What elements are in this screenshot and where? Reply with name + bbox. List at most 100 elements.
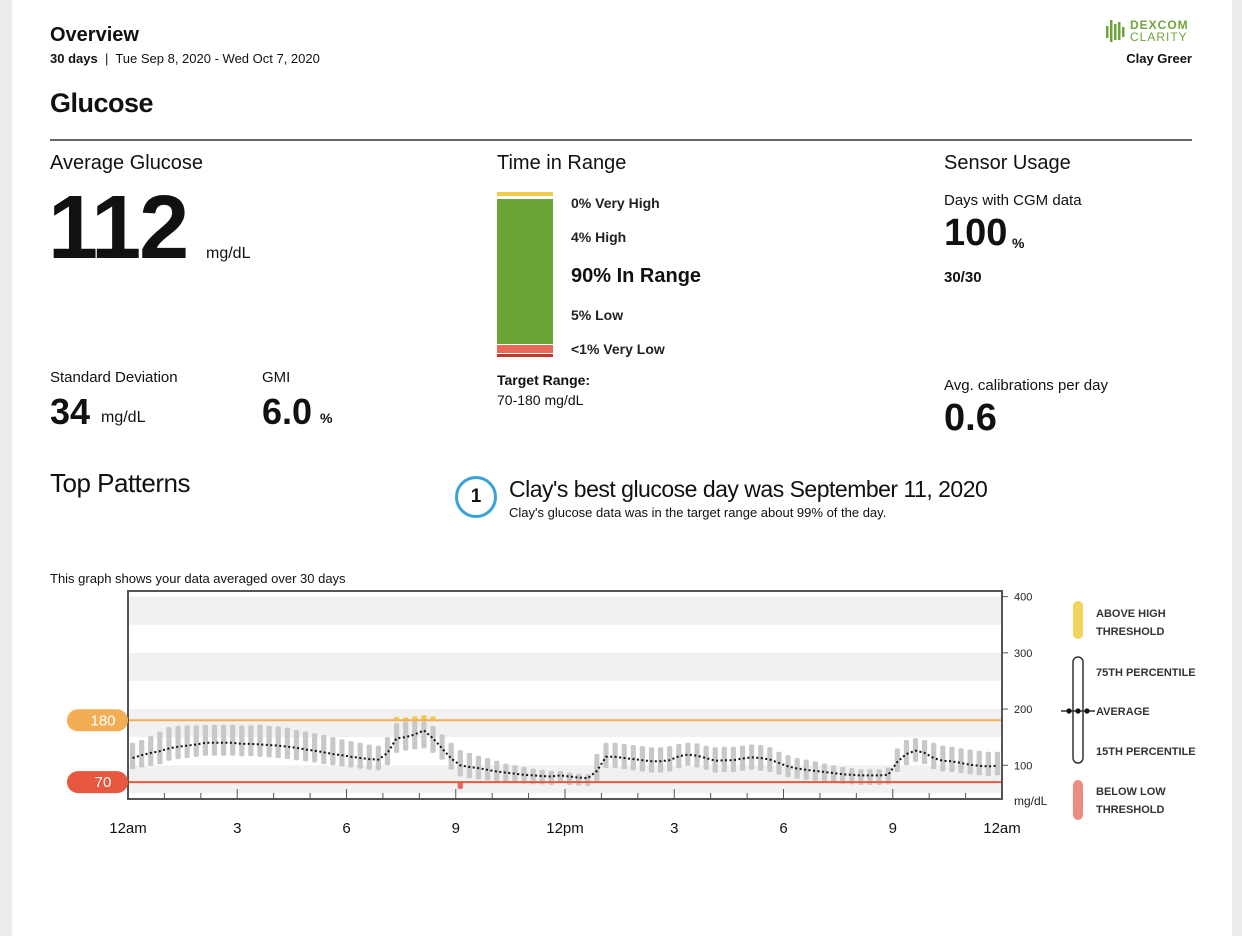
percentile-bar [275,726,281,758]
target-range-label: Target Range: [497,372,591,388]
percentile-bar [931,742,937,770]
grid-band [128,709,1002,738]
std-dev-unit: mg/dL [101,409,146,426]
tir-very-low-label: <1% Very Low [571,341,665,357]
percentile-bar [694,743,700,768]
percentile-bar [712,747,718,773]
above-high-mark [421,715,427,721]
legend-p15-label: 15TH PERCENTILE [1096,746,1196,758]
x-tick-label: 3 [233,820,241,837]
x-tick-label: 12am [983,820,1021,837]
percentile-bar [685,742,691,766]
gmi-unit: % [320,410,333,426]
percentile-bar [330,737,336,766]
percentile-bar [903,739,910,766]
percentile-bar [175,725,181,760]
percentile-bar [302,731,309,762]
grid-band [128,765,1002,794]
gmi-label: GMI [262,369,291,386]
percentile-bar [448,742,454,770]
calibrations-label: Avg. calibrations per day [944,377,1108,394]
percentile-bar [803,759,809,780]
percentile-bar [940,745,946,772]
percentile-bar [202,724,208,756]
percentile-bar [858,769,864,785]
percentile-bar [703,745,709,770]
percentile-bar [530,768,536,785]
percentile-bar [139,739,145,768]
percentile-bar [867,769,873,785]
section-title: Glucose [50,88,154,118]
percentile-bar [293,729,300,761]
percentile-bar [985,751,991,776]
graph-note: This graph shows your data averaged over… [50,571,346,586]
y-tick-label: 100 [1014,760,1032,772]
plot-background [128,591,1002,799]
legend-average-dot [1066,708,1072,714]
legend-below-label-line1: BELOW LOW [1096,786,1166,798]
percentile-bar [157,731,163,765]
percentile-bar [894,748,900,773]
percentile-bar [657,747,664,773]
cgm-days-fraction: 30/30 [944,269,982,286]
percentile-bar [512,765,518,784]
low-threshold-pill [67,771,128,794]
best-day-subtitle: Clay's glucose data was in the target ra… [509,505,887,520]
legend-average-label: AVERAGE [1096,706,1150,718]
percentile-bar [557,770,564,784]
percentile-bar [339,739,345,767]
percentile-bar [849,768,855,785]
x-tick-label: 9 [452,820,460,837]
days-count: 30 days [50,51,98,66]
percentile-bar [539,769,545,785]
tir-high-label: 4% High [571,229,627,245]
tir-low-label: 5% Low [571,307,624,323]
percentile-bar [266,725,272,758]
percentile-bar [976,750,982,776]
date-range-line: 30 days | Tue Sep 8, 2020 - Wed Oct 7, 2… [50,51,320,66]
percentile-bar [576,773,582,786]
calibrations-value: 0.6 [944,397,997,439]
percentile-bar [421,721,427,749]
percentile-bar [730,746,737,773]
legend-above-swatch [1073,601,1083,639]
legend-p75-label: 75TH PERCENTILE [1096,667,1196,679]
dexcom-clarity-logo: DEXCOM CLARITY [1106,18,1196,44]
overview-title: Overview [50,24,139,46]
percentile-bar [994,751,1001,776]
percentile-bar [667,746,673,772]
x-tick-label: 6 [342,820,350,837]
brand-dexcom: DEXCOM [1130,18,1189,32]
time-in-range-label: Time in Range [497,152,627,174]
tir-very-high-segment [497,192,553,196]
report-page: Overview 30 days | Tue Sep 8, 2020 - Wed… [12,0,1232,936]
legend-below-swatch [1073,780,1083,820]
percentile-bar [357,742,363,769]
y-tick-label: 400 [1014,592,1032,604]
percentile-bar [812,761,818,782]
legend-average-dot [1075,708,1081,714]
percentile-bar [129,742,136,770]
percentile-bar [148,736,154,766]
brand-clarity: CLARITY [1130,30,1188,44]
dexcom-bars-icon [1106,20,1125,42]
sensor-usage-label: Sensor Usage [944,152,1071,174]
percentile-bar [876,769,882,785]
cgm-days-value: 100 [944,212,1008,254]
average-glucose-value: 112 [48,178,189,278]
percentile-bar [193,725,199,757]
percentile-bar [521,766,527,784]
percentile-bar [749,744,755,770]
percentile-bar [594,754,600,782]
pattern-number-badge: 1 [455,476,497,518]
patient-name: Clay Greer [1126,51,1192,66]
percentile-bar [630,745,636,771]
percentile-bar [220,724,227,756]
grid-band [128,652,1002,681]
percentile-bar [967,749,973,775]
percentile-bar [321,734,327,765]
percentile-bar [348,741,354,768]
percentile-bar [821,763,828,783]
percentile-bar [612,742,618,769]
x-tick-label: 12am [109,820,147,837]
